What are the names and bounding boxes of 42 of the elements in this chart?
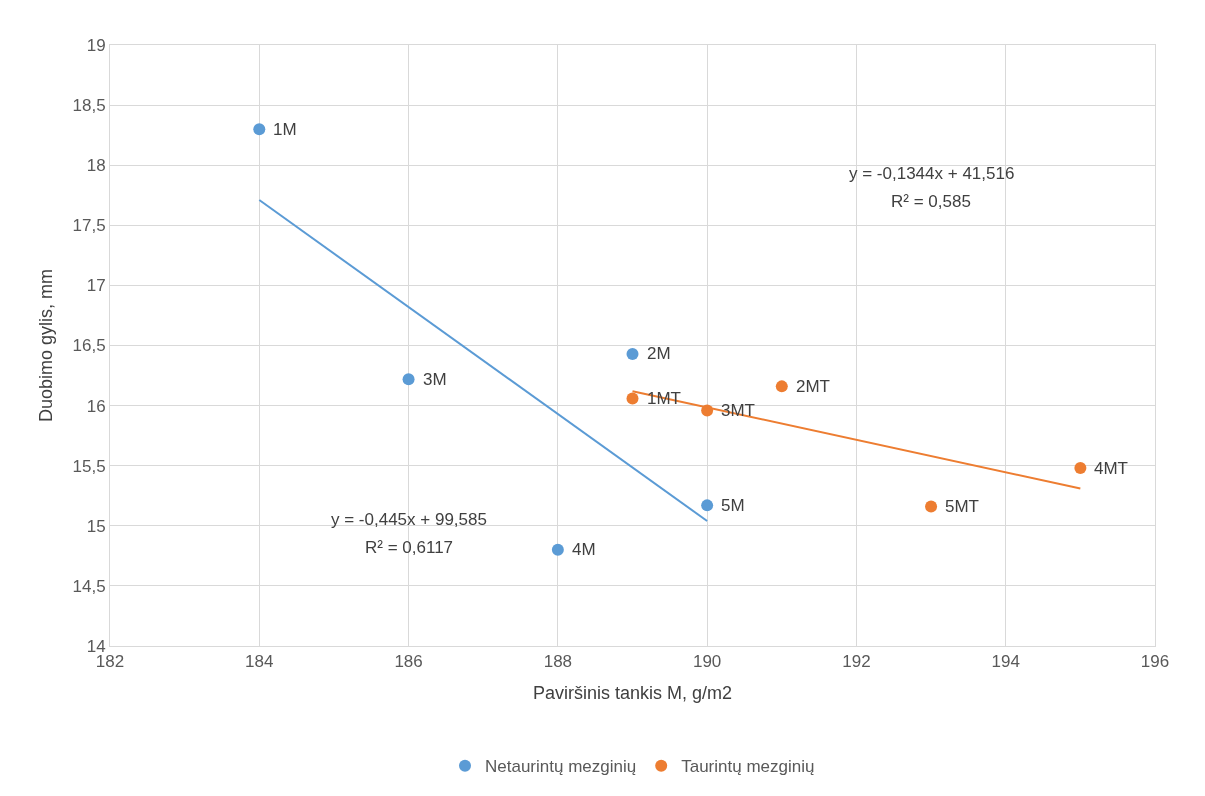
point: [551, 543, 564, 556]
point: [775, 380, 788, 393]
y-tick-label: 17: [86, 276, 106, 296]
y-tick-label: 18: [86, 156, 106, 176]
y-tick-label: 18,5: [72, 96, 106, 116]
x-axis-title: Paviršinis tankis M, g/m2: [532, 682, 733, 703]
y-tick-label: 17,5: [72, 216, 106, 236]
point: [253, 123, 266, 136]
annotation: R² = 0,585: [891, 192, 971, 211]
y-tick-label: 16: [86, 396, 106, 416]
point: [626, 347, 639, 360]
y-axis-title: Duobimo gylis, mm: [35, 268, 56, 423]
annotation: 3M: [423, 370, 447, 389]
x-tick-label: 186: [394, 652, 423, 672]
annotation: 4MT: [1094, 459, 1128, 478]
y-tick-label: 14,5: [72, 576, 106, 596]
x-tick-label: 196: [1140, 652, 1170, 672]
x-tick-label: 184: [245, 652, 274, 672]
point: [402, 373, 415, 386]
annotation: R² = 0,6117: [365, 538, 454, 557]
point: [626, 392, 639, 405]
y-tick-label: 16,5: [72, 336, 106, 356]
annotation: 1M: [273, 120, 297, 139]
annotation: 4M: [572, 540, 596, 559]
annotation: 2MT: [796, 377, 830, 396]
annotation: 2M: [647, 344, 671, 363]
y-tick-label: 15: [86, 516, 106, 536]
annotation: y = -0,1344x + 41,516: [849, 164, 1015, 183]
annotation: 5MT: [945, 497, 979, 516]
x-tick-label: 192: [842, 652, 871, 672]
annotation: 5M: [721, 496, 745, 515]
point: [1074, 462, 1087, 475]
point: [701, 499, 714, 512]
x-tick-label: 188: [543, 652, 573, 672]
x-tick-label: 194: [991, 652, 1020, 672]
point: [925, 500, 938, 513]
legend-label: Netaurintų mezginių: [485, 757, 637, 777]
y-tick-label: 15,5: [72, 456, 106, 476]
y-tick-label: 19: [86, 35, 106, 55]
x-tick-label: 190: [692, 652, 722, 672]
annotation: y = -0,445x + 99,585: [331, 510, 487, 529]
legend-label: Taurintų mezginių: [681, 757, 815, 777]
